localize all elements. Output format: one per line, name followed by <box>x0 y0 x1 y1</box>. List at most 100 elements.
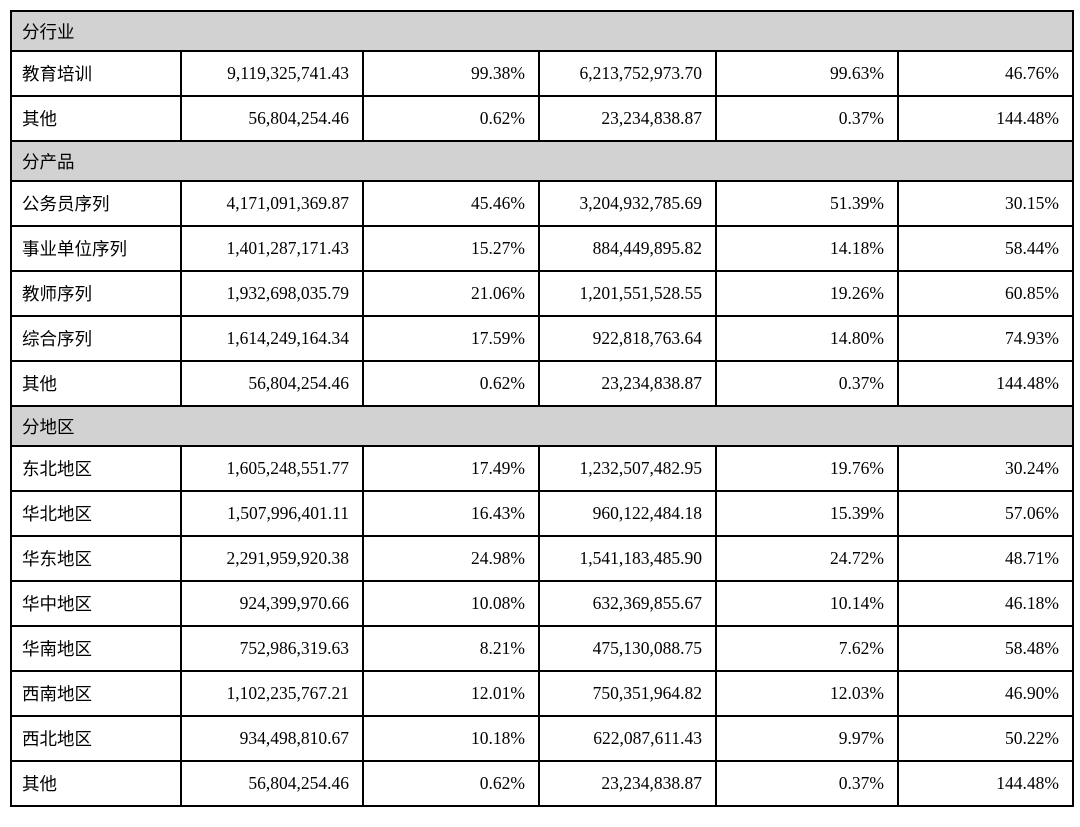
yoy-change-cell: 48.71% <box>897 535 1074 582</box>
amount-current-cell: 56,804,254.46 <box>180 360 364 407</box>
row-label-cell: 教育培训 <box>10 50 182 97</box>
amount-current-cell: 1,102,235,767.21 <box>180 670 364 717</box>
amount-current-cell: 1,932,698,035.79 <box>180 270 364 317</box>
yoy-change-cell: 58.44% <box>897 225 1074 272</box>
yoy-change-cell: 46.76% <box>897 50 1074 97</box>
percent-current-cell: 16.43% <box>362 490 540 537</box>
row-label-cell: 西南地区 <box>10 670 182 717</box>
yoy-change-cell: 74.93% <box>897 315 1074 362</box>
table-row: 华南地区 752,986,319.63 8.21% 475,130,088.75 7.6… <box>10 625 1074 672</box>
amount-prior-cell: 960,122,484.18 <box>538 490 717 537</box>
table-body: 分行业 教育培训 9,119,325,741.43 99.38% 6,213,752,9… <box>10 10 1074 807</box>
percent-current-cell: 24.98% <box>362 535 540 582</box>
yoy-change-cell: 144.48% <box>897 95 1074 142</box>
section-title: 分行业 <box>10 10 1074 52</box>
yoy-change-cell: 57.06% <box>897 490 1074 537</box>
table-row: 华北地区 1,507,996,401.11 16.43% 960,122,484.18… <box>10 490 1074 537</box>
yoy-change-cell: 144.48% <box>897 360 1074 407</box>
amount-prior-cell: 1,232,507,482.95 <box>538 445 717 492</box>
table-row: 其他 56,804,254.46 0.62% 23,234,838.87 0.37% 14… <box>10 95 1074 142</box>
percent-current-cell: 99.38% <box>362 50 540 97</box>
revenue-breakdown-table: 分行业 教育培训 9,119,325,741.43 99.38% 6,213,752,9… <box>10 10 1074 807</box>
amount-current-cell: 752,986,319.63 <box>180 625 364 672</box>
percent-prior-cell: 0.37% <box>715 360 899 407</box>
percent-prior-cell: 7.62% <box>715 625 899 672</box>
amount-current-cell: 934,498,810.67 <box>180 715 364 762</box>
percent-current-cell: 15.27% <box>362 225 540 272</box>
amount-prior-cell: 3,204,932,785.69 <box>538 180 717 227</box>
table-row: 东北地区 1,605,248,551.77 17.49% 1,232,507,482.… <box>10 445 1074 492</box>
row-label-cell: 华中地区 <box>10 580 182 627</box>
amount-current-cell: 924,399,970.66 <box>180 580 364 627</box>
row-label-cell: 华北地区 <box>10 490 182 537</box>
row-label-cell: 综合序列 <box>10 315 182 362</box>
percent-prior-cell: 9.97% <box>715 715 899 762</box>
percent-current-cell: 10.08% <box>362 580 540 627</box>
row-label-cell: 教师序列 <box>10 270 182 317</box>
table-row: 其他 56,804,254.46 0.62% 23,234,838.87 0.37% 14… <box>10 360 1074 407</box>
percent-prior-cell: 19.26% <box>715 270 899 317</box>
amount-prior-cell: 1,541,183,485.90 <box>538 535 717 582</box>
table-row: 综合序列 1,614,249,164.34 17.59% 922,818,763.64… <box>10 315 1074 362</box>
percent-prior-cell: 51.39% <box>715 180 899 227</box>
section-header-row: 分行业 <box>10 10 1074 52</box>
table-row: 华东地区 2,291,959,920.38 24.98% 1,541,183,485.… <box>10 535 1074 582</box>
amount-current-cell: 4,171,091,369.87 <box>180 180 364 227</box>
amount-current-cell: 1,614,249,164.34 <box>180 315 364 362</box>
yoy-change-cell: 30.15% <box>897 180 1074 227</box>
percent-prior-cell: 0.37% <box>715 760 899 807</box>
amount-current-cell: 1,605,248,551.77 <box>180 445 364 492</box>
amount-current-cell: 1,507,996,401.11 <box>180 490 364 537</box>
row-label-cell: 华东地区 <box>10 535 182 582</box>
percent-prior-cell: 19.76% <box>715 445 899 492</box>
amount-prior-cell: 922,818,763.64 <box>538 315 717 362</box>
table-row: 西北地区 934,498,810.67 10.18% 622,087,611.43 9.… <box>10 715 1074 762</box>
row-label-cell: 公务员序列 <box>10 180 182 227</box>
percent-current-cell: 0.62% <box>362 360 540 407</box>
percent-current-cell: 8.21% <box>362 625 540 672</box>
table-row: 西南地区 1,102,235,767.21 12.01% 750,351,964.82… <box>10 670 1074 717</box>
amount-prior-cell: 6,213,752,973.70 <box>538 50 717 97</box>
percent-prior-cell: 15.39% <box>715 490 899 537</box>
amount-prior-cell: 23,234,838.87 <box>538 360 717 407</box>
yoy-change-cell: 46.18% <box>897 580 1074 627</box>
yoy-change-cell: 30.24% <box>897 445 1074 492</box>
yoy-change-cell: 60.85% <box>897 270 1074 317</box>
amount-prior-cell: 1,201,551,528.55 <box>538 270 717 317</box>
amount-current-cell: 56,804,254.46 <box>180 760 364 807</box>
percent-current-cell: 21.06% <box>362 270 540 317</box>
amount-prior-cell: 632,369,855.67 <box>538 580 717 627</box>
amount-current-cell: 56,804,254.46 <box>180 95 364 142</box>
percent-prior-cell: 14.18% <box>715 225 899 272</box>
table-row: 教师序列 1,932,698,035.79 21.06% 1,201,551,528.… <box>10 270 1074 317</box>
percent-current-cell: 17.49% <box>362 445 540 492</box>
percent-current-cell: 10.18% <box>362 715 540 762</box>
amount-current-cell: 1,401,287,171.43 <box>180 225 364 272</box>
amount-prior-cell: 750,351,964.82 <box>538 670 717 717</box>
table-row: 事业单位序列 1,401,287,171.43 15.27% 884,449,895.… <box>10 225 1074 272</box>
percent-current-cell: 45.46% <box>362 180 540 227</box>
row-label-cell: 西北地区 <box>10 715 182 762</box>
section-header-row: 分产品 <box>10 140 1074 182</box>
amount-prior-cell: 23,234,838.87 <box>538 760 717 807</box>
section-title: 分产品 <box>10 140 1074 182</box>
yoy-change-cell: 50.22% <box>897 715 1074 762</box>
yoy-change-cell: 46.90% <box>897 670 1074 717</box>
percent-prior-cell: 12.03% <box>715 670 899 717</box>
table-row: 公务员序列 4,171,091,369.87 45.46% 3,204,932,785… <box>10 180 1074 227</box>
percent-current-cell: 17.59% <box>362 315 540 362</box>
table-row: 华中地区 924,399,970.66 10.08% 632,369,855.67 10… <box>10 580 1074 627</box>
percent-current-cell: 0.62% <box>362 95 540 142</box>
row-label-cell: 其他 <box>10 760 182 807</box>
percent-prior-cell: 0.37% <box>715 95 899 142</box>
amount-current-cell: 2,291,959,920.38 <box>180 535 364 582</box>
section-header-row: 分地区 <box>10 405 1074 447</box>
amount-prior-cell: 884,449,895.82 <box>538 225 717 272</box>
percent-current-cell: 0.62% <box>362 760 540 807</box>
amount-prior-cell: 475,130,088.75 <box>538 625 717 672</box>
table-row: 教育培训 9,119,325,741.43 99.38% 6,213,752,973.… <box>10 50 1074 97</box>
yoy-change-cell: 58.48% <box>897 625 1074 672</box>
percent-current-cell: 12.01% <box>362 670 540 717</box>
row-label-cell: 华南地区 <box>10 625 182 672</box>
